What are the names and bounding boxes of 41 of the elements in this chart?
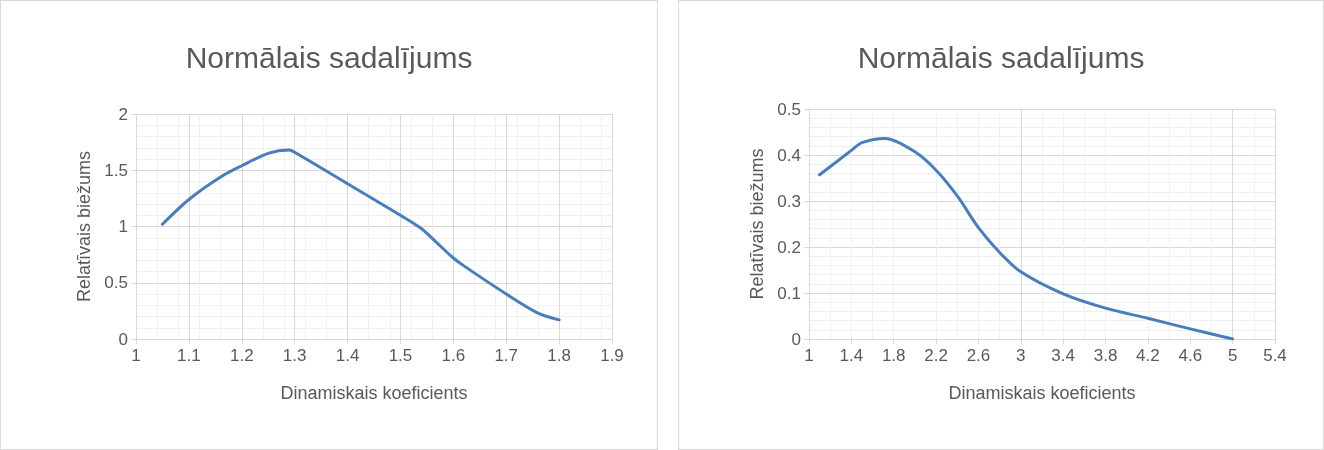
x-tick-label: 1.8 <box>547 346 571 365</box>
chart-title: Normālais sadalījums <box>857 40 1145 74</box>
y-tick-label: 0 <box>118 329 128 349</box>
x-axis-title: Dinamiskais koeficients <box>948 383 1136 403</box>
y-tick-label: 0.4 <box>777 145 801 165</box>
x-tick-label: 1.7 <box>494 346 519 365</box>
line-series <box>818 136 1235 341</box>
x-tick-label: 1.4 <box>335 346 360 365</box>
y-tick-label: 1 <box>118 217 128 236</box>
x-tick-label: 3.4 <box>1051 346 1075 365</box>
x-tick-label: 1.4 <box>839 346 864 365</box>
y-axis-title: Relatīvais biežums <box>74 150 95 303</box>
x-tick-label: 4.2 <box>1136 346 1160 365</box>
x-tick-label: 1.8 <box>881 346 906 365</box>
x-tick-label: 4.6 <box>1178 346 1203 365</box>
x-tick-label: 1.2 <box>229 346 254 365</box>
y-tick-label: 0.1 <box>777 283 801 303</box>
x-axis-title: Dinamiskais koeficients <box>280 383 468 403</box>
y-tick-label: 0.2 <box>777 237 801 257</box>
x-tick-label: 1.1 <box>177 346 201 365</box>
x-tick-label: 3 <box>1016 346 1026 365</box>
x-tick-label: 1.9 <box>600 346 624 365</box>
y-tick-label: 1.5 <box>104 160 128 180</box>
line-series <box>160 148 561 322</box>
y-tick-label: 0.3 <box>777 191 801 211</box>
y-tick-label: 2 <box>118 104 128 124</box>
x-tick-label: 1.6 <box>441 346 466 365</box>
x-tick-label: 2.6 <box>966 346 991 365</box>
x-tick-label: 5.4 <box>1263 346 1287 365</box>
chart-title: Normālais sadalījums <box>185 40 473 74</box>
y-tick-label: 0 <box>791 329 801 349</box>
x-tick-label: 2.2 <box>924 346 948 365</box>
y-tick-label: 0.5 <box>104 273 128 293</box>
x-tick-label: 1.3 <box>282 346 307 365</box>
x-tick-label: 1 <box>131 346 141 365</box>
y-tick-label: 0.5 <box>777 99 801 119</box>
y-axis-title: Relatīvais biežums <box>747 148 768 300</box>
x-tick-label: 3.8 <box>1093 346 1118 365</box>
x-tick-label: 1 <box>804 346 814 365</box>
x-tick-label: 5 <box>1227 346 1238 365</box>
x-tick-label: 1.5 <box>388 346 413 365</box>
